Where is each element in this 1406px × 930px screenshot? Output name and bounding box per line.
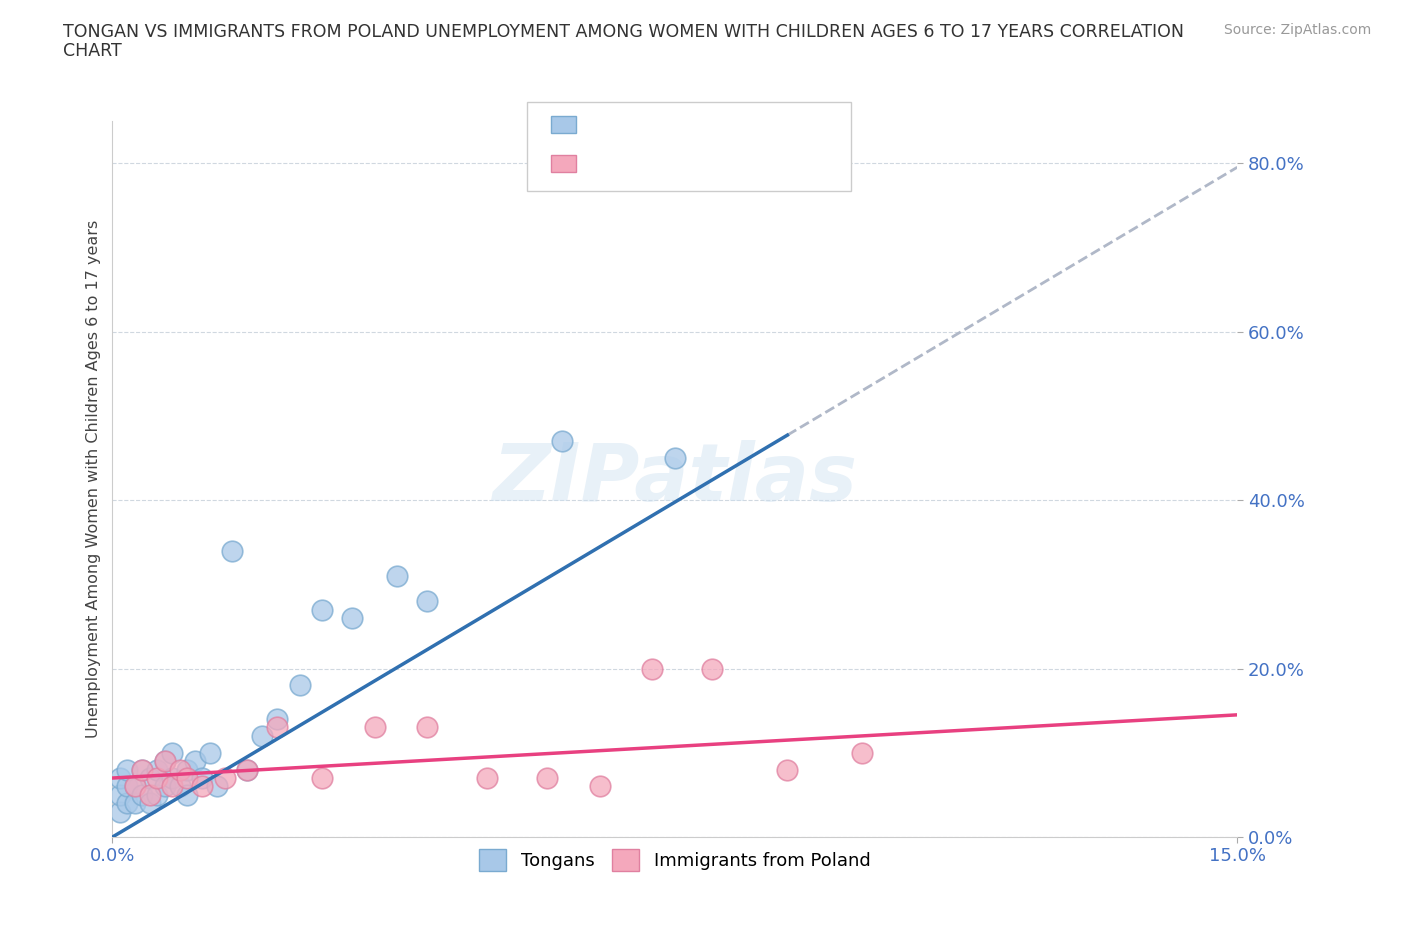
Point (702, 661, 724, 676)
Point (252, 728, 274, 743)
Point (146, 771, 169, 786)
Point (184, 753, 207, 768)
Point (139, 771, 162, 786)
Text: Source: ZipAtlas.com: Source: ZipAtlas.com (1223, 23, 1371, 37)
Point (176, 788, 198, 803)
Point (153, 753, 176, 768)
Point (641, 661, 664, 676)
Point (236, 763, 259, 777)
Point (198, 745, 221, 760)
Point (131, 788, 153, 803)
Point (117, 763, 139, 777)
Point (117, 779, 139, 794)
Point (146, 763, 169, 777)
Point (139, 788, 162, 803)
Point (176, 771, 198, 786)
Point (146, 788, 169, 803)
Point (162, 771, 184, 786)
Point (477, 771, 499, 786)
Point (776, 763, 799, 777)
Point (153, 753, 176, 768)
Point (117, 796, 139, 811)
Point (131, 763, 153, 777)
Point (108, 771, 131, 786)
Point (108, 788, 131, 803)
Legend: Tongans, Immigrants from Poland: Tongans, Immigrants from Poland (472, 842, 877, 878)
Point (162, 745, 184, 760)
Text: ZIPatlas: ZIPatlas (492, 440, 858, 518)
Point (266, 711, 288, 726)
Point (589, 779, 612, 794)
Point (288, 678, 311, 693)
Y-axis label: Unemployment Among Women with Children Ages 6 to 17 years: Unemployment Among Women with Children A… (86, 219, 101, 738)
Point (311, 602, 333, 617)
Text: R = 0.587    N = 36: R = 0.587 N = 36 (588, 115, 749, 133)
Point (169, 763, 191, 777)
Point (124, 779, 146, 794)
Point (416, 720, 439, 735)
Point (207, 779, 229, 794)
Point (191, 779, 214, 794)
Point (551, 433, 574, 448)
Point (342, 610, 364, 625)
Point (536, 771, 558, 786)
Point (416, 593, 439, 608)
Point (387, 568, 409, 583)
Point (266, 720, 288, 735)
Point (191, 771, 214, 786)
Point (108, 804, 131, 819)
Text: TONGAN VS IMMIGRANTS FROM POLAND UNEMPLOYMENT AMONG WOMEN WITH CHILDREN AGES 6 T: TONGAN VS IMMIGRANTS FROM POLAND UNEMPLO… (63, 23, 1184, 41)
Point (124, 796, 146, 811)
Point (131, 763, 153, 777)
Point (214, 771, 236, 786)
Point (176, 763, 198, 777)
Point (153, 779, 176, 794)
Point (162, 779, 184, 794)
Point (169, 779, 191, 794)
Point (664, 450, 686, 465)
Text: CHART: CHART (63, 42, 122, 60)
Point (851, 745, 873, 760)
Point (311, 771, 333, 786)
Text: R = 0.145    N = 22: R = 0.145 N = 22 (588, 155, 751, 173)
Point (124, 779, 146, 794)
Point (139, 796, 162, 811)
Point (236, 763, 259, 777)
Point (221, 543, 243, 558)
Point (364, 720, 387, 735)
